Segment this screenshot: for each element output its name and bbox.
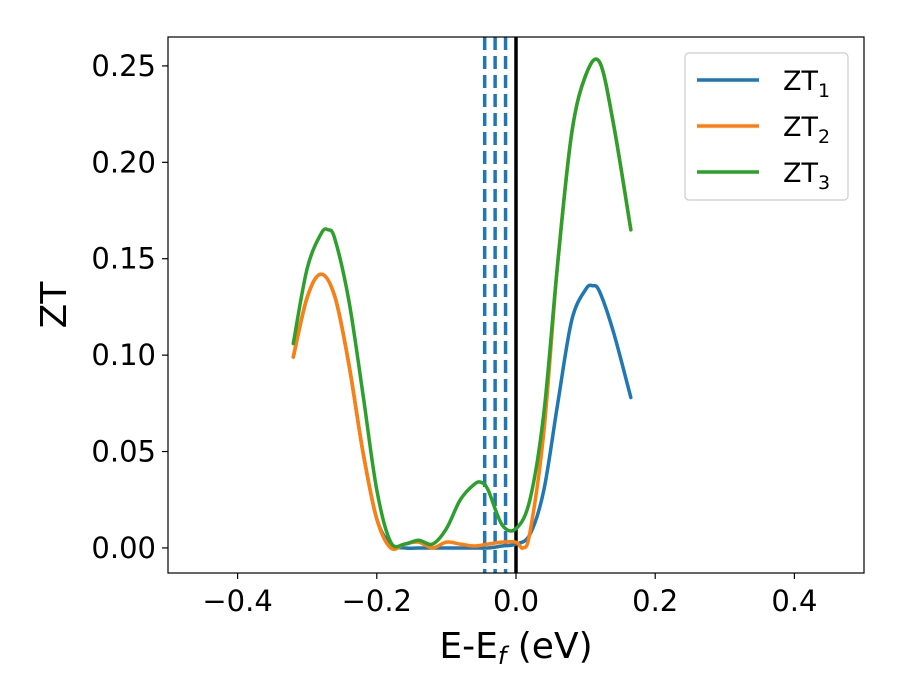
x-tick-label: −0.2 [342,584,412,618]
x-tick-label: 0.4 [771,584,817,618]
x-axis-label: E-Ef (eV) [439,626,592,670]
legend-box [684,52,849,201]
legend-label-zt3: ZT3 [783,158,830,194]
x-tick-label: 0.0 [493,584,539,618]
x-tick-label: −0.4 [202,584,272,618]
zt1-series-line [291,272,633,550]
legend-label-zt1-main: ZT [783,66,818,97]
legend-label-zt2-sub: 2 [818,126,830,148]
legend-label-zt2-main: ZT [783,112,818,143]
x-axis-label-unit: (eV) [506,626,592,667]
legend-label-zt3-main: ZT [783,158,818,189]
y-tick-label: 0.20 [91,145,156,179]
zt2-series-line [291,57,633,551]
y-tick-label: 0.05 [91,435,156,469]
ticks-layer: −0.4 −0.2 0.0 0.2 0.4 0.00 0.05 0.10 0.15 0.20 0.2… [91,49,817,618]
legend-entry-zt3: ZT3 [697,158,830,194]
y-tick-label: 0.10 [91,338,156,372]
legend-entry-zt2: ZT2 [697,112,830,148]
zt3-series-line [291,57,633,549]
x-tick-label: 0.2 [632,584,678,618]
y-tick-label: 0.15 [91,242,156,276]
legend: ZT1 ZT2 ZT3 [684,52,849,201]
legend-label-zt1-sub: 1 [818,80,830,102]
y-tick-label: 0.00 [91,531,156,565]
y-tick-label: 0.25 [91,49,156,83]
plot-layer [291,37,633,573]
legend-entry-zt1: ZT1 [697,66,830,102]
x-axis-label-main: E-E [439,626,497,667]
legend-label-zt3-sub: 3 [818,172,830,194]
y-axis-label: ZT [34,281,75,329]
legend-label-zt2: ZT2 [783,112,830,148]
legend-label-zt1: ZT1 [783,66,830,102]
